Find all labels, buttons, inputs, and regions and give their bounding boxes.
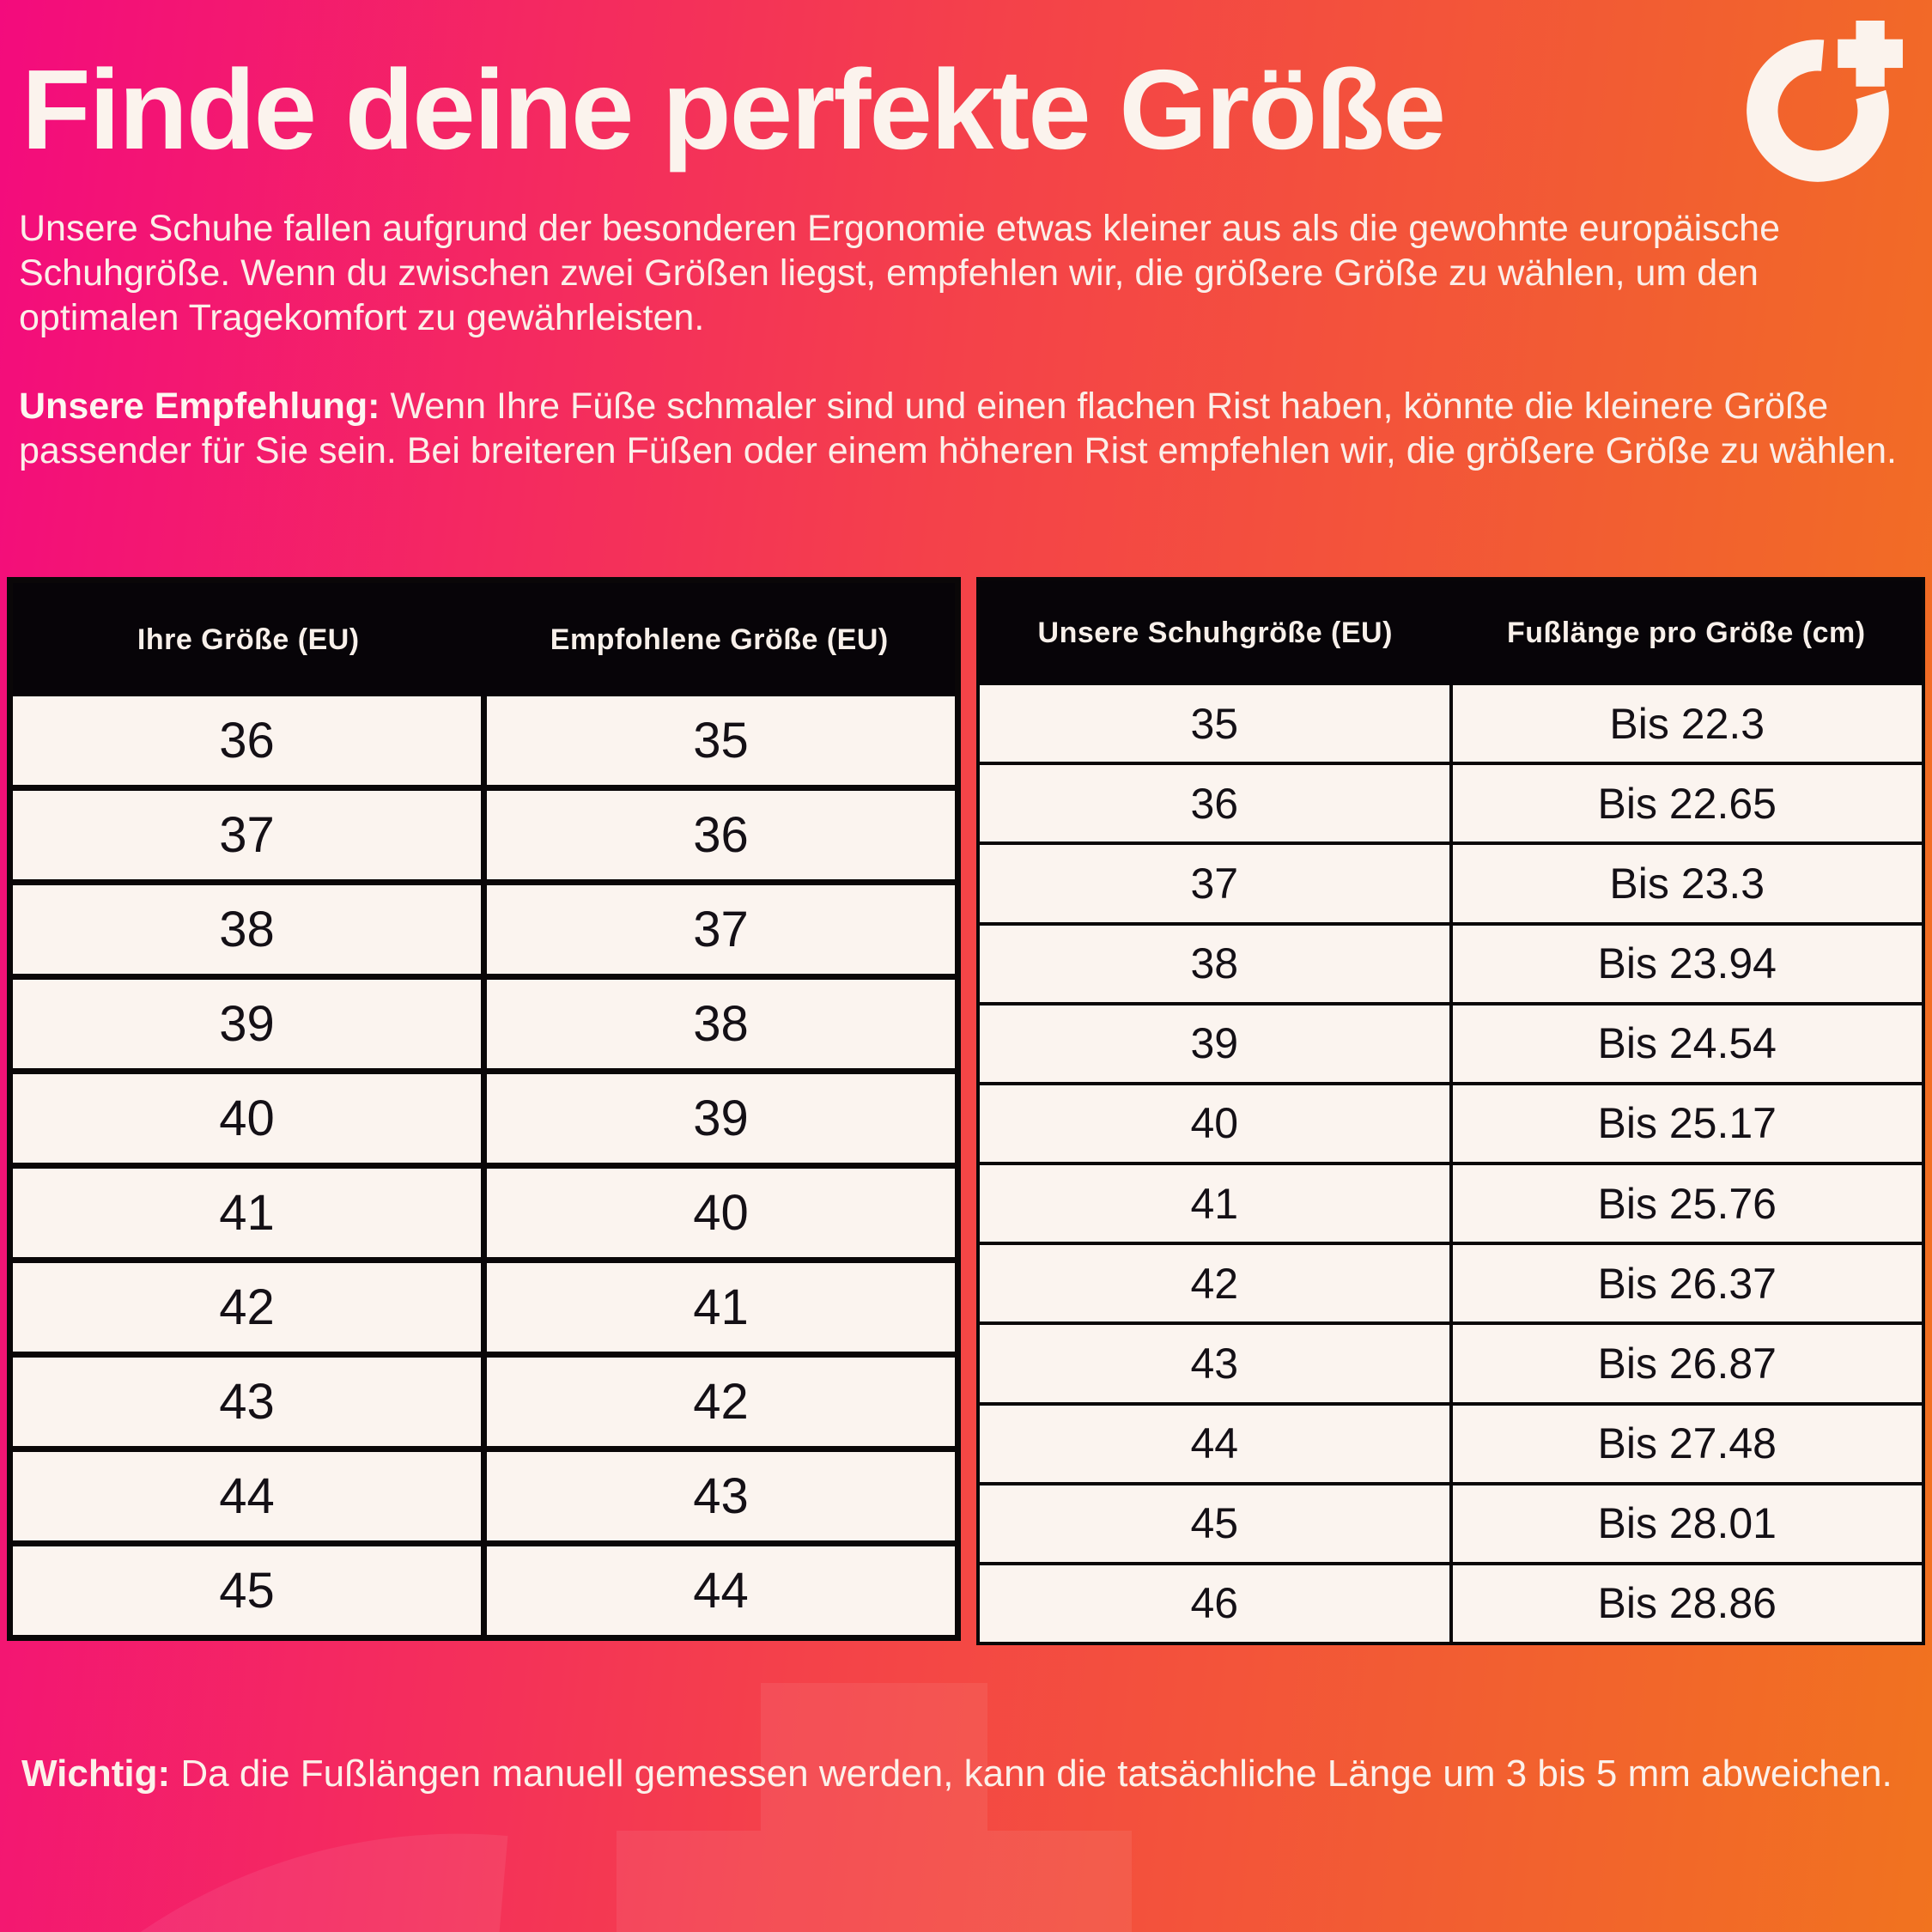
table-cell: 45: [13, 1546, 481, 1635]
table-row: 35 Bis 22.3: [980, 685, 1922, 762]
column-header-our-shoe-size: Unsere Schuhgröße (EU): [1037, 616, 1393, 649]
table-row: 36 Bis 22.65: [980, 762, 1922, 842]
table-header-row: Ihre Größe (EU) Empfohlene Größe (EU): [13, 583, 955, 696]
table-cell: 38: [980, 925, 1449, 1002]
table-row: 45 44: [13, 1540, 955, 1635]
table-cell: 41: [13, 1169, 481, 1257]
table-row: 44 Bis 27.48: [980, 1401, 1922, 1482]
table-cell: 36: [980, 765, 1449, 842]
foot-length-table: Unsere Schuhgröße (EU) Fußlänge pro Größ…: [976, 577, 1925, 1645]
table-cell: 37: [13, 791, 481, 879]
important-note-text: Da die Fußlängen manuell gemessen werden…: [170, 1753, 1893, 1795]
table-cell: 35: [481, 696, 955, 785]
table-cell: Bis 23.3: [1449, 845, 1922, 922]
table-cell: 46: [980, 1564, 1449, 1643]
table-header-row: Unsere Schuhgröße (EU) Fußlänge pro Größ…: [980, 580, 1922, 685]
table-cell: 41: [481, 1263, 955, 1352]
table-cell: Bis 26.87: [1449, 1325, 1922, 1402]
important-note-label: Wichtig:: [21, 1753, 171, 1795]
column-header-recommended-size: Empfohlene Größe (EU): [550, 623, 889, 656]
table-row: 37 Bis 23.3: [980, 841, 1922, 922]
table-cell: 45: [980, 1485, 1449, 1562]
table-cell: 42: [980, 1245, 1449, 1322]
table-cell: 42: [481, 1358, 955, 1446]
table-cell: 42: [13, 1263, 481, 1352]
table-cell: Bis 28.86: [1449, 1564, 1922, 1643]
table-row: 41 Bis 25.76: [980, 1162, 1922, 1242]
table-cell: 38: [481, 980, 955, 1068]
table-cell: Bis 27.48: [1449, 1405, 1922, 1482]
table-cell: 44: [13, 1452, 481, 1540]
table-cell: 39: [481, 1074, 955, 1163]
recommendation-paragraph: Unsere Empfehlung: Wenn Ihre Füße schmal…: [19, 384, 1918, 473]
table-cell: 40: [980, 1084, 1449, 1163]
table-cell: 43: [13, 1358, 481, 1446]
table-cell: 43: [481, 1452, 955, 1540]
table-row: 45 Bis 28.01: [980, 1481, 1922, 1562]
circle-plus-logo: [1733, 21, 1906, 194]
table-row: 41 40: [13, 1163, 955, 1257]
table-row: 38 Bis 23.94: [980, 921, 1922, 1002]
table-cell: Bis 28.01: [1449, 1485, 1922, 1562]
table-cell: 39: [13, 980, 481, 1068]
table-body: 35 Bis 22.3 36 Bis 22.65 37 Bis 23.3 38 Bis 23.…: [980, 685, 1922, 1643]
table-cell: 40: [481, 1169, 955, 1257]
table-row: 37 36: [13, 785, 955, 879]
size-tables: Ihre Größe (EU) Empfohlene Größe (EU) 36…: [7, 577, 1925, 1645]
intro-paragraph: Unsere Schuhe fallen aufgrund der besond…: [19, 208, 1780, 338]
table-cell: 37: [481, 885, 955, 974]
table-cell: 41: [980, 1165, 1449, 1242]
size-conversion-table: Ihre Größe (EU) Empfohlene Größe (EU) 36…: [7, 577, 961, 1641]
table-cell: Bis 22.3: [1449, 685, 1922, 762]
watermark-circle-plus-logo: [0, 1683, 1159, 1932]
table-row: 42 Bis 26.37: [980, 1242, 1922, 1322]
important-note: Wichtig: Da die Fußlängen manuell gemess…: [21, 1750, 1911, 1798]
table-cell: Bis 25.17: [1449, 1084, 1922, 1163]
table-row: 43 42: [13, 1352, 955, 1446]
table-cell: 44: [980, 1405, 1449, 1482]
table-cell: 39: [980, 1005, 1449, 1082]
table-cell: 37: [980, 845, 1449, 922]
table-cell: 43: [980, 1325, 1449, 1402]
table-cell: Bis 25.76: [1449, 1165, 1922, 1242]
table-row: 42 41: [13, 1257, 955, 1352]
recommendation-text: Wenn Ihre Füße schmaler sind und einen f…: [19, 386, 1897, 471]
table-row: 39 Bis 24.54: [980, 1001, 1922, 1082]
table-cell: Bis 24.54: [1449, 1005, 1922, 1082]
table-cell: 44: [481, 1546, 955, 1635]
table-row: 46 Bis 28.86: [980, 1561, 1922, 1643]
table-cell: 36: [13, 696, 481, 785]
table-cell: Bis 26.37: [1449, 1245, 1922, 1322]
table-row: 36 35: [13, 696, 955, 785]
page-title: Finde deine perfekte Größe: [21, 46, 1446, 173]
table-cell: Bis 22.65: [1449, 765, 1922, 842]
table-row: 44 43: [13, 1446, 955, 1540]
column-header-your-size: Ihre Größe (EU): [137, 623, 360, 656]
table-row: 39 38: [13, 974, 955, 1068]
table-row: 38 37: [13, 879, 955, 974]
table-row: 40 39: [13, 1068, 955, 1163]
recommendation-label: Unsere Empfehlung:: [19, 386, 380, 427]
table-cell: 36: [481, 791, 955, 879]
table-cell: 35: [980, 685, 1449, 762]
table-row: 40 Bis 25.17: [980, 1081, 1922, 1163]
table-cell: 40: [13, 1074, 481, 1163]
table-cell: Bis 23.94: [1449, 925, 1922, 1002]
table-body: 36 35 37 36 38 37 39 38 40 39 41 40 42 41 43 42 44 43 45 44: [13, 696, 955, 1635]
column-header-foot-length: Fußlänge pro Größe (cm): [1506, 616, 1866, 649]
table-cell: 38: [13, 885, 481, 974]
table-row: 43 Bis 26.87: [980, 1321, 1922, 1402]
